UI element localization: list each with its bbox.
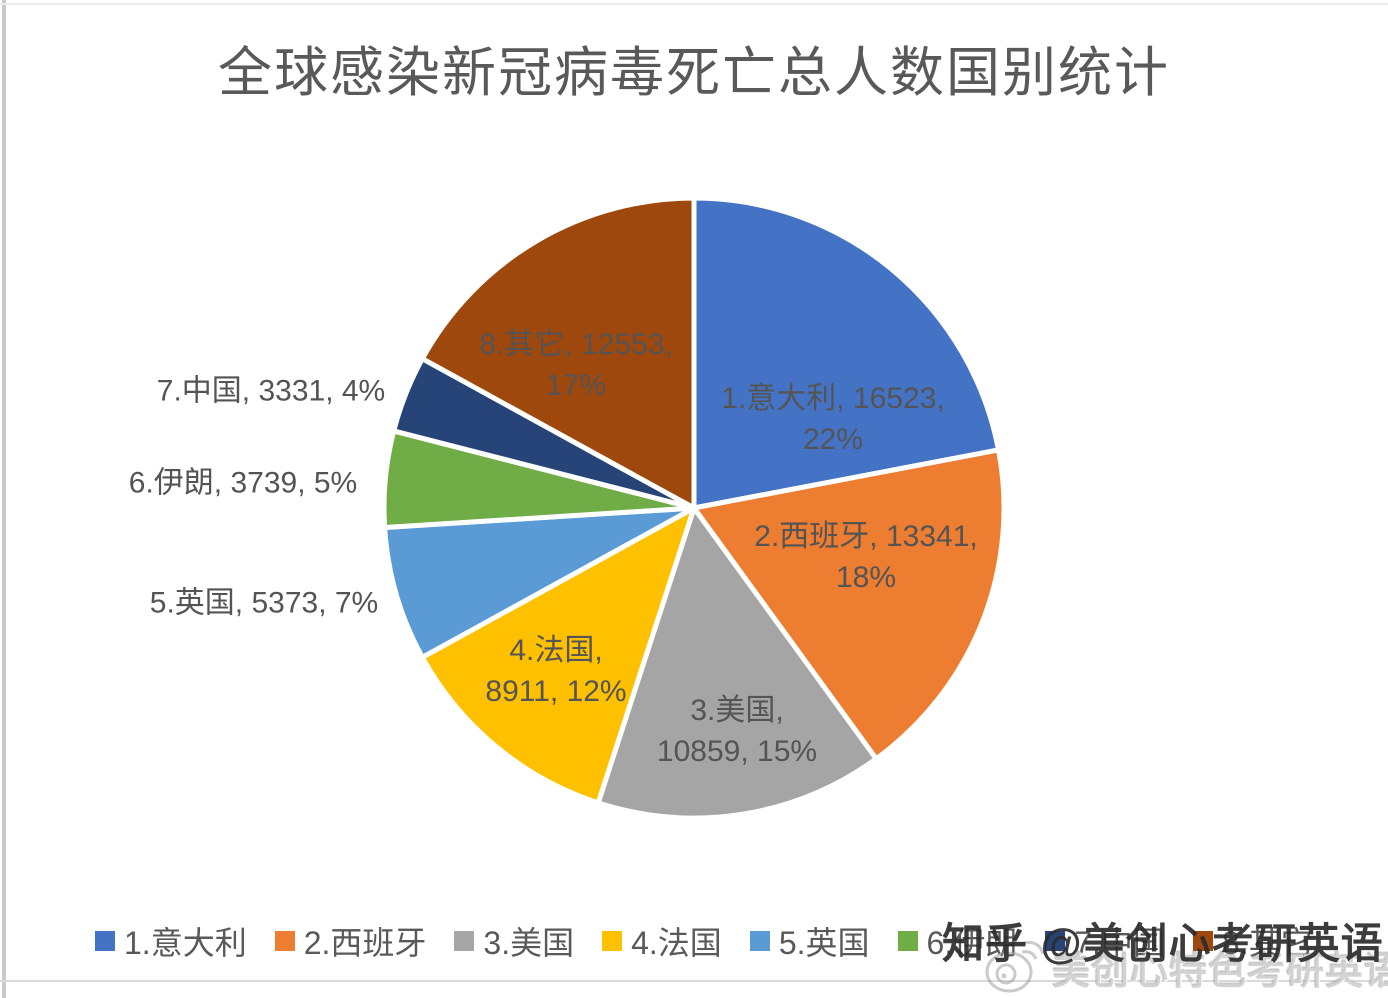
legend-item-uk: 5.英国	[749, 918, 870, 964]
legend-label-others: 8.其它	[1221, 925, 1313, 961]
pie-slice-4	[419, 505, 697, 806]
legend-swatch-uk	[749, 931, 770, 951]
chart-title: 全球感染新冠病毒死亡总人数国别统计	[218, 43, 1170, 103]
slice-label-france: 4.法国, 8911, 12%	[485, 630, 626, 712]
slice-label-others-line1: 8.其它, 12553,	[479, 328, 673, 361]
slice-label-china: 7.中国, 3331, 4%	[157, 371, 385, 412]
legend-label-spain: 2.西班牙	[303, 925, 427, 961]
weibo-watermark-text: 美创心特色考研英语	[1052, 950, 1388, 993]
slice-label-italy: 1.意大利, 16523, 22%	[721, 378, 944, 460]
slice-label-uk-line1: 5.英国, 5373, 7%	[149, 586, 379, 620]
pie-slice-5	[382, 505, 697, 660]
pie-slice-3	[595, 505, 879, 821]
legend-item-italy: 1.意大利	[95, 918, 247, 964]
slice-label-others-line2: 17%	[545, 369, 607, 402]
legend-label-usa: 3.美国	[483, 925, 575, 961]
slice-label-spain-line1: 2.西班牙, 13341,	[754, 520, 978, 553]
slice-label-spain: 2.西班牙, 13341, 18%	[754, 516, 977, 598]
legend-label-china: 7.中国	[1074, 925, 1165, 961]
pie-slice-2	[691, 447, 1007, 762]
legend-item-usa: 3.美国	[454, 918, 574, 964]
pie-slice-1	[691, 195, 1002, 511]
chart-frame-top-border	[0, 3, 1388, 5]
zhihu-watermark: 知乎 @美创心考研英语	[942, 920, 1384, 967]
legend-swatch-iran	[897, 931, 918, 951]
legend-swatch-usa	[454, 931, 475, 951]
legend-label-italy: 1.意大利	[124, 925, 247, 961]
legend-swatch-spain	[274, 931, 295, 951]
legend-swatch-france	[602, 931, 623, 951]
legend-item-china: 7.中国	[1045, 918, 1165, 964]
legend-item-spain: 2.西班牙	[274, 918, 427, 964]
slice-label-france-line2: 8911, 12%	[485, 675, 627, 708]
weibo-logo-icon	[985, 941, 1044, 993]
slice-label-italy-line2: 22%	[802, 423, 864, 456]
slice-label-china-line1: 7.中国, 3331, 4%	[156, 374, 386, 408]
slice-label-france-line1: 4.法国,	[509, 634, 603, 667]
legend-swatch-italy	[95, 931, 115, 951]
weibo-watermark: 美创心特色考研英语	[982, 938, 1388, 996]
legend-label-uk: 5.英国	[778, 925, 870, 961]
slice-label-others: 8.其它, 12553, 17%	[479, 324, 672, 406]
legend-label-france: 4.法国	[631, 925, 722, 961]
slice-label-usa-line2: 10859, 15%	[656, 735, 818, 768]
chart-frame-left-border	[2, 0, 6, 998]
pie-slice-8	[419, 195, 697, 511]
slice-label-uk: 5.英国, 5373, 7%	[150, 583, 378, 624]
slice-label-iran: 6.伊朗, 3739, 5%	[129, 463, 357, 504]
slice-label-iran-line1: 6.伊朗, 3739, 5%	[128, 466, 358, 500]
chart-legend: 1.意大利 2.西班牙 3.美国 4.法国 5.英国 6.伊朗 7.中国 8.其…	[95, 920, 1313, 962]
legend-item-france: 4.法国	[602, 918, 722, 964]
legend-swatch-china	[1045, 931, 1066, 951]
slice-label-italy-line1: 1.意大利, 16523,	[721, 382, 945, 415]
slice-label-spain-line2: 18%	[835, 561, 897, 594]
chart-frame-bottom-border	[0, 980, 1388, 982]
slice-label-usa: 3.美国, 10859, 15%	[657, 690, 817, 772]
legend-item-others: 8.其它	[1192, 918, 1313, 964]
slice-label-usa-line1: 3.美国,	[690, 694, 784, 727]
legend-swatch-others	[1192, 931, 1213, 951]
